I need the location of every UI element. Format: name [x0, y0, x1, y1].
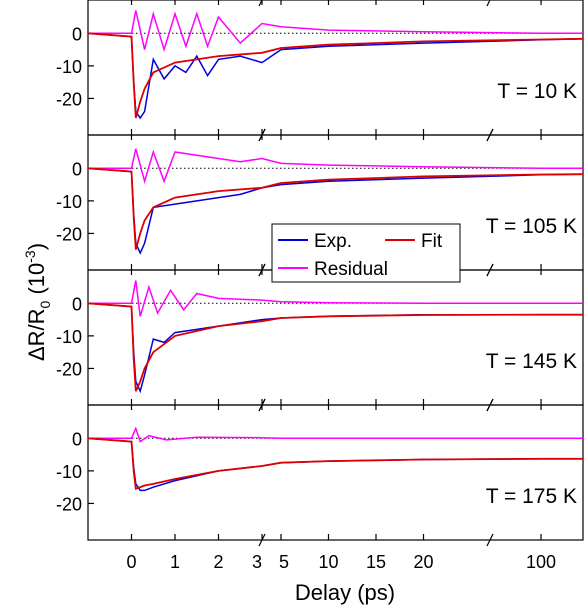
- y-tick-label: 0: [72, 24, 82, 44]
- panel-3: 0 -10 -20 T = 145 K: [56, 263, 584, 412]
- fit-series: [87, 437, 583, 491]
- y-axis-label: ΔR/R0 (10-3): [22, 243, 53, 361]
- axis-break-mark: [486, 263, 494, 277]
- residual-series: [88, 10, 583, 53]
- axis-break-mark: [258, 128, 266, 142]
- panel-temperature-label: T = 175 K: [486, 485, 577, 508]
- legend-label: Exp.: [314, 231, 352, 252]
- y-tick-label: 0: [72, 159, 82, 179]
- x-tick-labels: 0 1 2 3 5 10 15 20 100: [126, 552, 556, 572]
- axis-break-mark: [258, 0, 263, 7]
- y-tick-label: -10: [56, 57, 82, 77]
- y-tick-label: -10: [56, 462, 82, 482]
- panels: 0 -10 -20 T = 10 K 0 -10 -20 T = 105 K 0 -10 -20 T …: [56, 0, 584, 572]
- y-axis-label-sub: 0: [37, 300, 53, 308]
- y-tick-label: -10: [56, 327, 82, 347]
- x-tick-label: 2: [213, 552, 223, 572]
- x-axis-label: Delay (ps): [295, 580, 395, 605]
- legend-label: Fit: [421, 231, 443, 252]
- axis-break-mark: [258, 533, 266, 547]
- legend-box: [271, 223, 461, 283]
- x-tick-label: 100: [526, 552, 556, 572]
- axis-break-mark: [486, 128, 494, 142]
- panel-1: 0 -10 -20 T = 10 K: [56, 0, 584, 142]
- axis-break-mark: [486, 398, 494, 412]
- y-tick-label: -10: [56, 192, 82, 212]
- y-axis-label-paren-open: (10: [24, 263, 49, 301]
- y-tick-label: 0: [72, 429, 82, 449]
- axis-break-mark: [486, 533, 494, 547]
- fit-series: [87, 32, 584, 119]
- x-tick-label: 20: [413, 552, 433, 572]
- panel-4: 0 -10 -20 T = 175 K: [56, 398, 584, 547]
- y-tick-label: 0: [72, 294, 82, 314]
- y-tick-label: -20: [56, 494, 82, 514]
- x-tick-label: 1: [170, 552, 180, 572]
- residual-series: [88, 148, 583, 185]
- panel-temperature-label: T = 105 K: [486, 215, 577, 238]
- y-tick-label: -20: [56, 224, 82, 244]
- panel-frame: [87, 404, 584, 541]
- y-tick-label: -20: [56, 359, 82, 379]
- x-tick-label: 3: [252, 552, 262, 572]
- x-tick-label: 5: [279, 552, 289, 572]
- y-axis-label-exp: -3: [22, 250, 38, 263]
- x-tick-label: 15: [366, 552, 386, 572]
- legend-label: Residual: [314, 259, 388, 280]
- panel-frame: [87, 269, 584, 406]
- fit-series: [87, 302, 583, 392]
- panel-temperature-label: T = 145 K: [486, 350, 577, 373]
- residual-series: [88, 280, 583, 317]
- residual-series: [88, 426, 583, 443]
- y-tick-label: -20: [56, 89, 82, 109]
- y-axis-label-paren-close: ): [24, 243, 49, 250]
- axis-break-mark: [258, 263, 266, 277]
- fit-series: [87, 167, 584, 250]
- x-tick-label: 0: [126, 552, 136, 572]
- axis-break-mark: [258, 398, 266, 412]
- y-axis-label-main: ΔR/R: [24, 308, 49, 361]
- panel-temperature-label: T = 10 K: [497, 80, 577, 103]
- x-tick-label: 10: [318, 552, 338, 572]
- legend: Exp. Fit Residual: [271, 223, 461, 283]
- axis-break-mark: [486, 0, 491, 7]
